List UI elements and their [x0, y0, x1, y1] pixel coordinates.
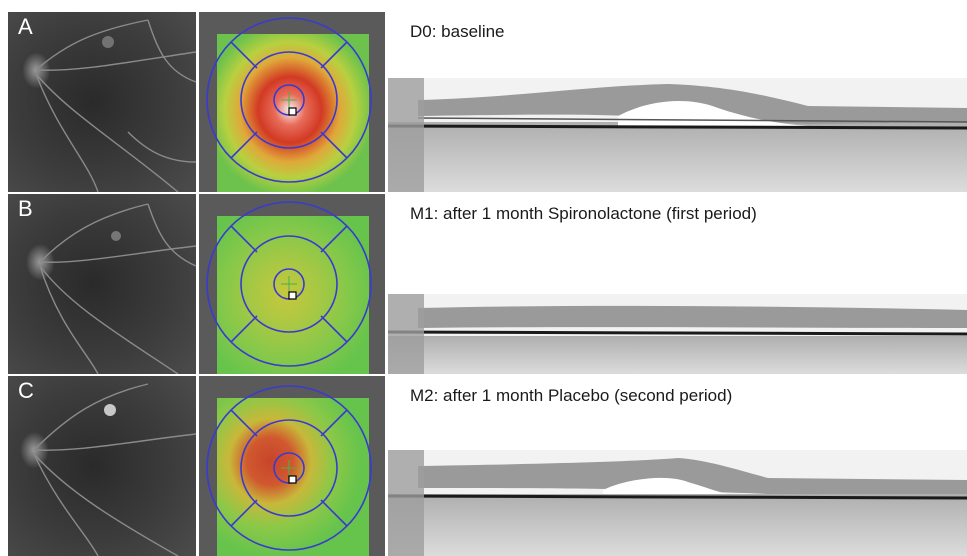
panel-letter-b: B	[18, 196, 33, 221]
panel-letter-c: C	[18, 378, 34, 403]
oct-bscan-c	[388, 450, 967, 556]
panel-row-a: A	[0, 12, 967, 192]
retinal-thickness-map-c	[199, 376, 385, 556]
panel-caption-b: M1: after 1 month Spironolactone (first …	[410, 204, 757, 223]
thickness-map-c	[199, 376, 385, 556]
panel-caption-c: M2: after 1 month Placebo (second period…	[410, 386, 733, 405]
fundus-angiogram-a: A	[8, 12, 196, 192]
panel-row-c: C	[0, 376, 967, 556]
panel-caption-a: D0: baseline	[410, 22, 505, 41]
oct-bscan-b	[388, 294, 967, 374]
thickness-map-a	[199, 12, 385, 192]
oct-scan-c	[388, 450, 967, 556]
panel-letter-a: A	[18, 14, 33, 39]
oct-scan-a	[388, 78, 967, 192]
thickness-map-b	[199, 194, 385, 374]
oct-bscan-a	[388, 78, 967, 192]
fundus-image-b	[8, 194, 196, 374]
fundus-angiogram-c: C	[8, 376, 196, 556]
oct-scan-b	[388, 294, 967, 374]
fundus-angiogram-b: B	[8, 194, 196, 374]
fundus-image-c	[8, 376, 196, 556]
fundus-image-a	[8, 12, 196, 192]
retinal-thickness-map-b	[199, 194, 385, 374]
retinal-thickness-map-a	[199, 12, 385, 192]
panel-row-b: B	[0, 194, 967, 374]
